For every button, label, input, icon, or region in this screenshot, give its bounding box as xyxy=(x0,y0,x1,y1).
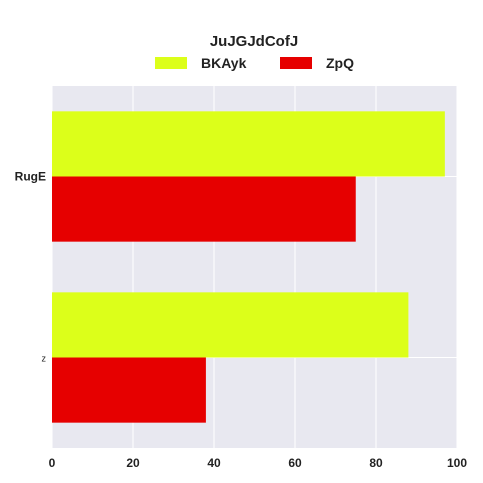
x-tick-label: 40 xyxy=(207,456,221,470)
legend-swatch-zpq xyxy=(280,57,312,69)
x-tick-label: 20 xyxy=(126,456,140,470)
x-tick-label: 100 xyxy=(447,456,467,470)
bar-zpq-ruge xyxy=(52,176,356,242)
chart-title: JuJGJdCofJ xyxy=(210,33,298,50)
bars xyxy=(52,111,445,423)
legend: BKAyk ZpQ xyxy=(155,55,354,71)
y-axis: RugE z xyxy=(15,170,47,364)
y-tick-label: RugE xyxy=(15,170,46,184)
x-axis: 0 20 40 60 80 100 xyxy=(49,456,468,470)
legend-swatch-bkayk xyxy=(155,57,187,69)
legend-label-zpq: ZpQ xyxy=(326,55,354,71)
x-tick-label: 80 xyxy=(369,456,383,470)
y-tick-label: z xyxy=(42,354,47,364)
x-tick-label: 60 xyxy=(288,456,302,470)
bar-zpq-z xyxy=(52,357,206,423)
bar-bkayk-z xyxy=(52,292,409,358)
bar-bkayk-ruge xyxy=(52,111,445,177)
x-tick-label: 0 xyxy=(49,456,56,470)
legend-label-bkayk: BKAyk xyxy=(201,55,247,71)
